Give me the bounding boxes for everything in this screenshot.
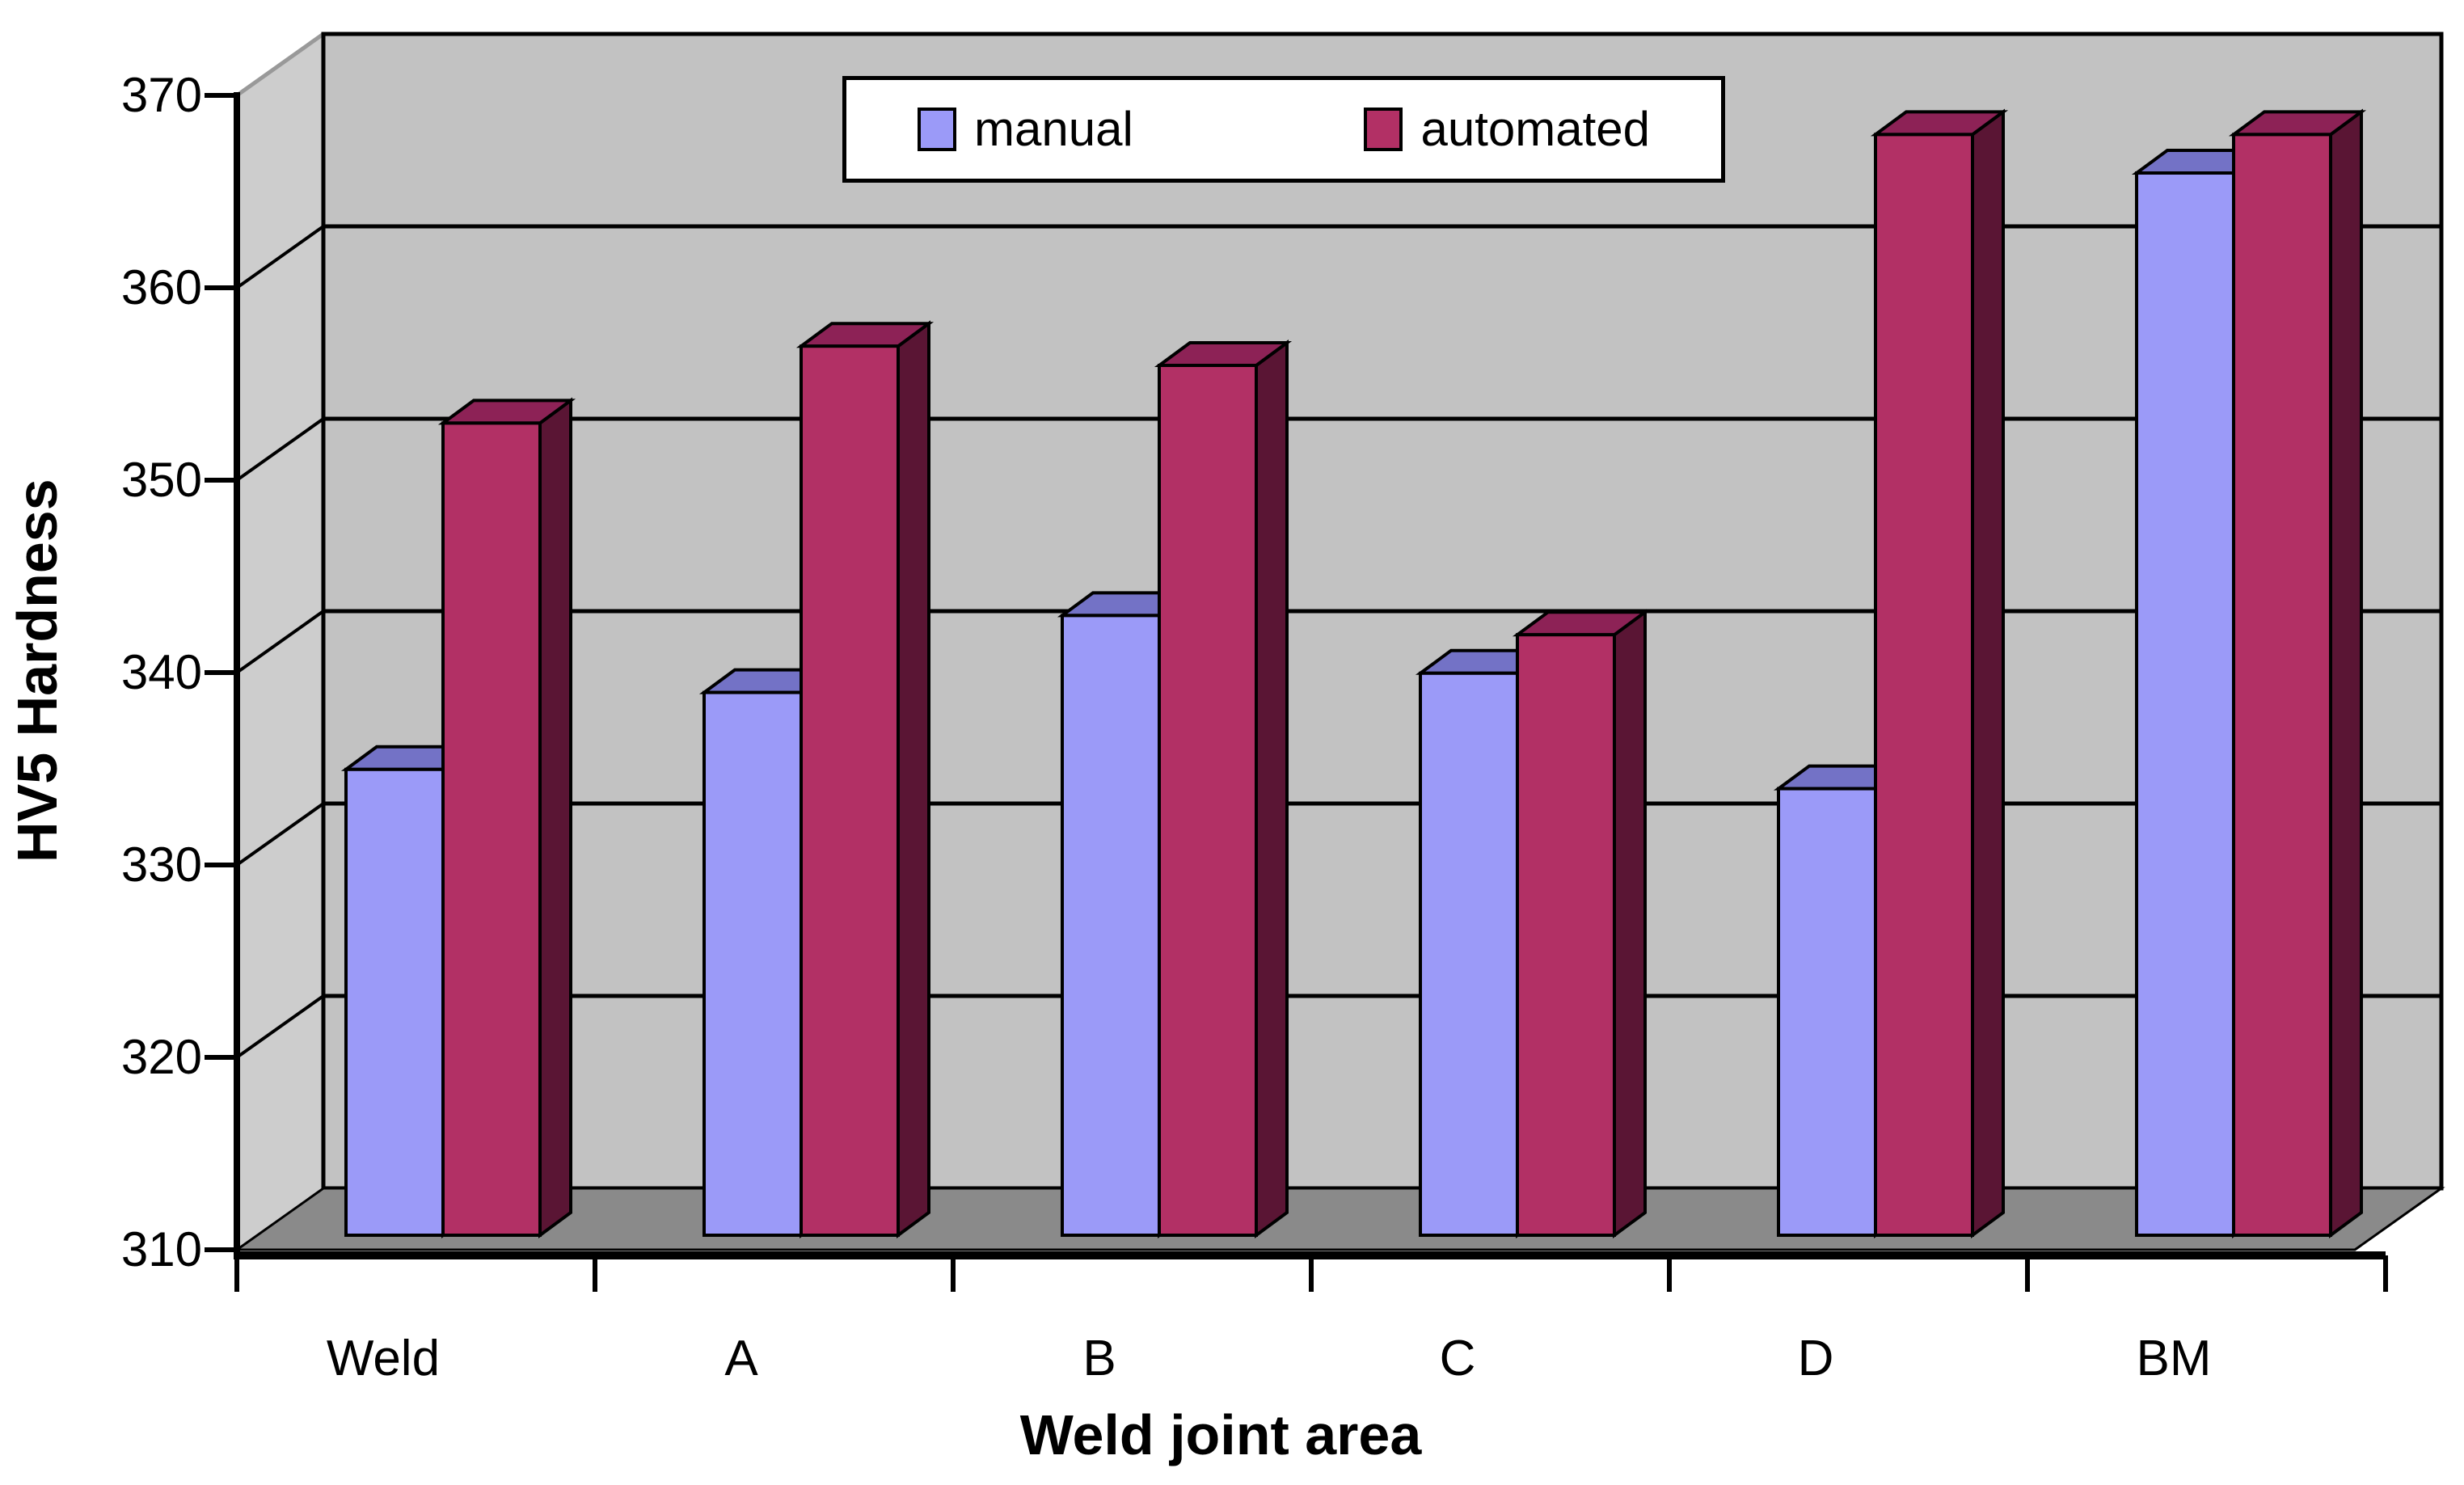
y-tick-label: 320 <box>120 1030 202 1084</box>
bar-front-face <box>1158 364 1258 1237</box>
bar-front-face <box>344 767 445 1237</box>
side-wall-top-edge <box>235 32 325 98</box>
legend-swatch-automated <box>1364 108 1403 151</box>
bar-front-face <box>1061 614 1161 1237</box>
x-category-label: A <box>724 1331 758 1386</box>
bar-side-face <box>1613 609 1647 1238</box>
bar-front-face <box>2232 133 2332 1237</box>
x-category-label: D <box>1797 1331 1834 1386</box>
y-tick-label: 340 <box>120 645 202 699</box>
bar-d-automated <box>1870 108 2009 1238</box>
legend: manual automated <box>842 76 1725 183</box>
bar-front-face <box>2135 171 2235 1237</box>
depth-tick-line <box>235 225 325 289</box>
legend-label: automated <box>1420 102 1650 156</box>
depth-tick-line <box>235 802 325 867</box>
bar-bm-automated <box>2228 108 2367 1238</box>
bar-weld-automated <box>437 397 576 1238</box>
bar-front-face <box>441 421 542 1237</box>
y-tick-label: 330 <box>120 837 202 892</box>
legend-swatch-manual <box>918 108 956 151</box>
bar-side-face <box>897 320 930 1238</box>
bar-front-face <box>1419 671 1519 1237</box>
bar-side-face <box>1255 340 1289 1238</box>
legend-label: manual <box>974 102 1133 156</box>
legend-item-manual: manual <box>918 103 1133 155</box>
bar-front-face <box>800 344 900 1238</box>
x-category-label: B <box>1082 1331 1116 1386</box>
x-category-label: C <box>1439 1331 1476 1386</box>
bar-b-automated <box>1154 340 1293 1238</box>
depth-tick-line <box>235 994 325 1059</box>
depth-tick-line <box>235 417 325 482</box>
legend-item-automated: automated <box>1364 103 1650 155</box>
bar-side-face <box>2329 108 2363 1238</box>
bar-c-automated <box>1512 609 1651 1238</box>
bar-a-automated <box>795 320 935 1238</box>
bar-front-face <box>1777 787 1877 1237</box>
x-axis-title: Weld joint area <box>1019 1403 1422 1466</box>
x-category-label: Weld <box>326 1331 441 1386</box>
bar-front-face <box>1874 133 1974 1237</box>
y-tick-label: 310 <box>120 1222 202 1276</box>
y-tick-label: 370 <box>120 68 202 122</box>
y-tick-label: 350 <box>120 453 202 507</box>
bar-front-face <box>1516 633 1616 1237</box>
bar-side-face <box>1971 108 2005 1238</box>
bar-front-face <box>702 690 803 1237</box>
depth-tick-line <box>235 610 325 674</box>
bar-side-face <box>538 397 572 1238</box>
x-category-label: BM <box>2136 1331 2212 1386</box>
y-tick-label: 360 <box>120 260 202 314</box>
